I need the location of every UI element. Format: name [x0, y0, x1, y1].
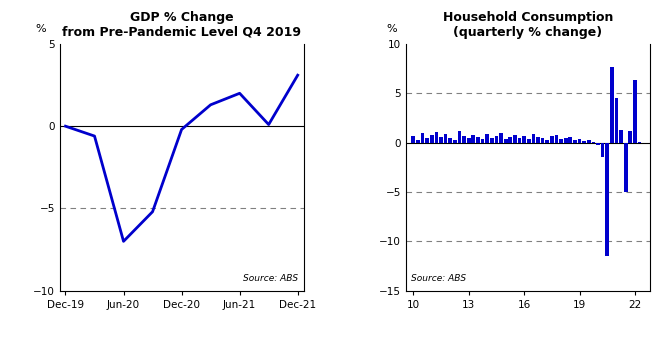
Bar — [573, 140, 577, 143]
Bar — [509, 137, 512, 143]
Bar — [495, 136, 499, 143]
Bar — [559, 139, 563, 143]
Title: GDP % Change
from Pre-Pandemic Level Q4 2019: GDP % Change from Pre-Pandemic Level Q4 … — [62, 10, 301, 39]
Bar — [550, 136, 554, 143]
Bar — [490, 138, 494, 143]
Bar — [499, 133, 503, 143]
Bar — [416, 140, 420, 143]
Bar — [425, 138, 429, 143]
Bar — [448, 138, 452, 143]
Bar — [457, 131, 461, 143]
Bar — [619, 130, 623, 143]
Bar — [476, 137, 480, 143]
Text: %: % — [35, 24, 46, 34]
Bar — [587, 140, 591, 143]
Bar — [541, 138, 544, 143]
Title: Household Consumption
(quarterly % change): Household Consumption (quarterly % chang… — [443, 10, 613, 39]
Bar — [504, 139, 507, 143]
Bar — [638, 142, 641, 143]
Bar — [591, 142, 595, 143]
Bar — [582, 141, 586, 143]
Bar — [430, 135, 434, 143]
Bar — [522, 136, 526, 143]
Bar — [434, 132, 438, 143]
Bar — [546, 140, 549, 143]
Bar — [601, 143, 605, 158]
Bar — [633, 80, 636, 143]
Bar — [421, 133, 424, 143]
Bar — [513, 135, 516, 143]
Bar — [615, 98, 619, 143]
Bar — [527, 139, 530, 143]
Bar — [564, 138, 568, 143]
Bar — [596, 143, 600, 145]
Text: Source: ABS: Source: ABS — [411, 274, 466, 283]
Text: Source: ABS: Source: ABS — [243, 274, 298, 283]
Bar — [577, 139, 581, 143]
Bar — [555, 135, 558, 143]
Bar — [518, 138, 521, 143]
Bar — [439, 137, 443, 143]
Bar — [444, 134, 448, 143]
Bar — [453, 140, 457, 143]
Bar — [605, 143, 609, 256]
Bar — [624, 143, 628, 192]
Bar — [568, 137, 572, 143]
Bar — [532, 134, 535, 143]
Bar — [610, 67, 614, 143]
Bar — [481, 139, 485, 143]
Text: %: % — [387, 24, 397, 34]
Bar — [462, 136, 466, 143]
Bar — [536, 137, 540, 143]
Bar — [629, 131, 633, 143]
Bar — [485, 134, 489, 143]
Bar — [412, 136, 415, 143]
Bar — [467, 138, 471, 143]
Bar — [471, 135, 475, 143]
